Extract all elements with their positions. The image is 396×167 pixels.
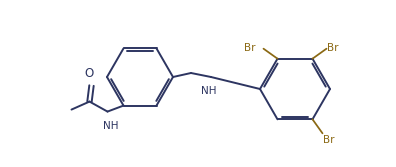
Text: Br: Br xyxy=(324,135,335,145)
Text: NH: NH xyxy=(201,86,217,96)
Text: O: O xyxy=(84,67,93,80)
Text: Br: Br xyxy=(244,43,255,53)
Text: Br: Br xyxy=(327,43,339,53)
Text: NH: NH xyxy=(103,121,118,131)
